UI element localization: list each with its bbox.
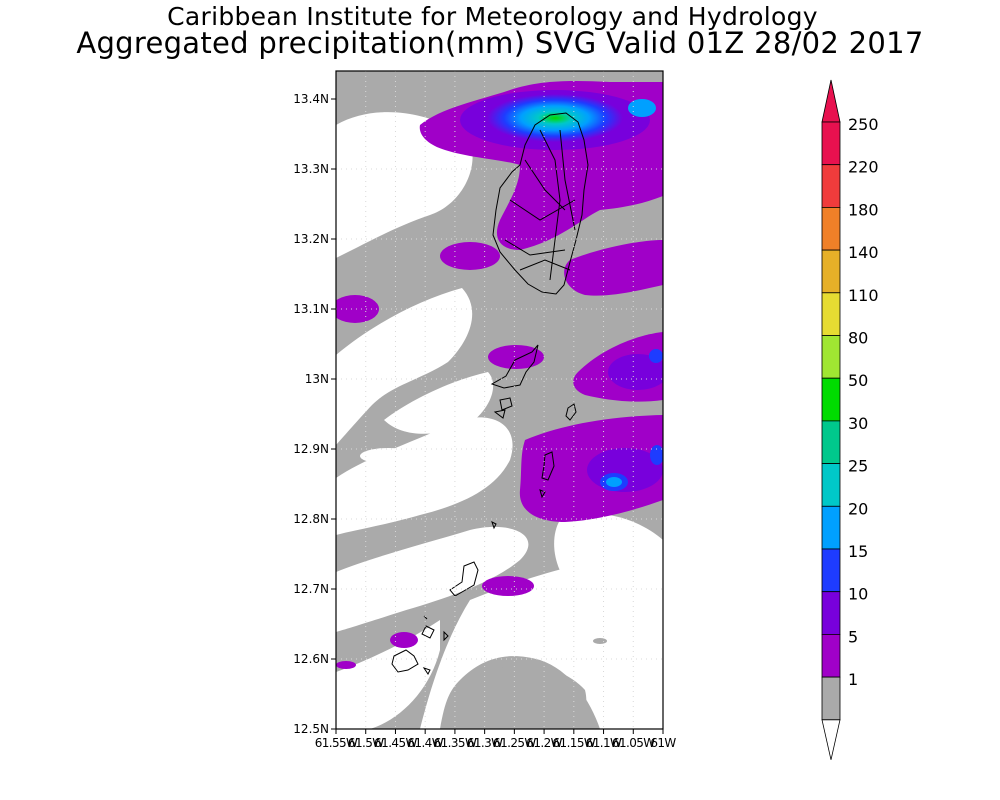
lat-tick-label: 12.7N	[293, 582, 329, 596]
lat-tick-label: 12.8N	[293, 512, 329, 526]
colorbar-label: 10	[848, 585, 868, 604]
coastline-bequia	[490, 344, 539, 389]
lon-tick-label: 61.5W	[348, 736, 384, 750]
colorbar-swatch	[821, 548, 841, 593]
lat-tick-label: 13.3N	[293, 162, 329, 176]
lon-tick-label: 61.2W	[526, 736, 562, 750]
colorbar-swatch	[821, 292, 841, 336]
colorbar-label: 5	[848, 627, 858, 646]
colorbar-swatch	[821, 164, 841, 208]
colorbar-swatch	[821, 335, 841, 379]
precip-band-5-10	[482, 576, 534, 596]
colorbar-legend: 250 220 180 140 110 80 50 30 25 20 15 10 5 1	[821, 79, 879, 760]
colorbar-label: 20	[848, 499, 868, 518]
colorbar-swatch	[821, 634, 841, 678]
chart-subtitle: Aggregated precipitation(mm) SVG Valid 0…	[76, 26, 924, 60]
colorbar-swatch	[821, 463, 841, 507]
coastlines	[391, 112, 589, 675]
plot-frame	[335, 70, 664, 730]
lon-tick-label: 61.05W	[612, 736, 655, 750]
colorbar-top-arrow	[821, 79, 841, 123]
lat-tick-label: 12.6N	[293, 652, 329, 666]
colorbar-label: 110	[848, 286, 879, 305]
latitude-axis: 13.4N 13.3N 13.2N 13.1N 13N 12.9N 12.8N 12.7N 12…	[293, 92, 336, 736]
colorbar-label: 30	[848, 414, 868, 433]
coastline-islet	[565, 403, 577, 421]
colorbar-label: 250	[848, 115, 879, 134]
colorbar-swatch	[821, 591, 841, 635]
precip-core-north	[487, 94, 623, 142]
lat-tick-label: 13.2N	[293, 232, 329, 246]
colorbar-swatch	[821, 206, 841, 251]
lon-tick-label: 61.4W	[407, 736, 443, 750]
lon-tick-label: 61.25W	[493, 736, 536, 750]
colorbar-label: 15	[848, 542, 868, 561]
lon-tick-label: 61.55W	[315, 736, 358, 750]
colorbar-label: 180	[848, 200, 879, 219]
colorbar-swatch	[821, 420, 841, 464]
dry-area	[360, 448, 416, 464]
watershed-lines	[504, 129, 576, 281]
precip-band-5-10	[488, 345, 544, 369]
lat-tick-label: 12.5N	[293, 722, 329, 736]
lat-tick-label: 13N	[305, 372, 329, 386]
chart-title: Caribbean Institute for Meteorology and …	[167, 2, 818, 31]
dry-area	[336, 620, 440, 729]
coastline-islet	[493, 397, 513, 419]
coastline-union	[449, 561, 479, 597]
coastline-st-vincent	[492, 112, 589, 295]
colorbar-swatch	[821, 249, 841, 294]
precip-band-10-15	[608, 354, 663, 390]
colorbar-label: 50	[848, 371, 868, 390]
precip-core	[650, 445, 663, 465]
precip-band-5-10	[336, 295, 379, 323]
dry-area	[336, 112, 473, 258]
colorbar-label: 220	[848, 158, 879, 177]
colorbar-label: 80	[848, 329, 868, 348]
lat-tick-label: 12.9N	[293, 442, 329, 456]
precip-field	[336, 71, 663, 729]
precip-band-5-10	[440, 242, 500, 270]
longitude-axis: 61.55W61.5W61.45W61.4W61.35W61.3W61.25W6…	[315, 729, 677, 750]
colorbar-bottom-arrow	[821, 719, 841, 760]
colorbar-swatch	[821, 377, 841, 422]
precip-band-1-5	[593, 638, 607, 644]
precip-core	[628, 99, 656, 117]
lon-tick-label: 61.35W	[434, 736, 477, 750]
dry-area	[336, 526, 529, 632]
dry-area	[336, 288, 473, 445]
lat-tick-label: 13.1N	[293, 302, 329, 316]
lat-tick-label: 13.4N	[293, 92, 329, 106]
precip-core	[649, 349, 663, 363]
lon-tick-label: 61W	[650, 736, 676, 750]
dry-area	[384, 372, 494, 434]
coastline-carriacou	[391, 649, 431, 675]
lon-tick-label: 61.15W	[553, 736, 596, 750]
lon-tick-label: 61.45W	[374, 736, 417, 750]
dry-area	[420, 552, 663, 729]
precip-band-5-10	[336, 661, 356, 669]
lon-tick-label: 61.1W	[586, 736, 622, 750]
colorbar-swatch	[821, 676, 841, 721]
colorbar-label: 140	[848, 243, 879, 262]
colorbar-swatch	[821, 121, 841, 166]
precip-band-5-10	[564, 240, 663, 296]
coastline-islet	[491, 521, 497, 530]
precip-band-5-10	[390, 632, 418, 648]
precip-band-1-5	[440, 664, 587, 729]
colorbar-swatch	[821, 505, 841, 550]
colorbar-label: 1	[848, 670, 858, 689]
dry-area	[336, 417, 513, 535]
colorbar-label: 25	[848, 457, 868, 476]
precip-core	[606, 477, 622, 487]
lon-tick-label: 61.3W	[467, 736, 503, 750]
